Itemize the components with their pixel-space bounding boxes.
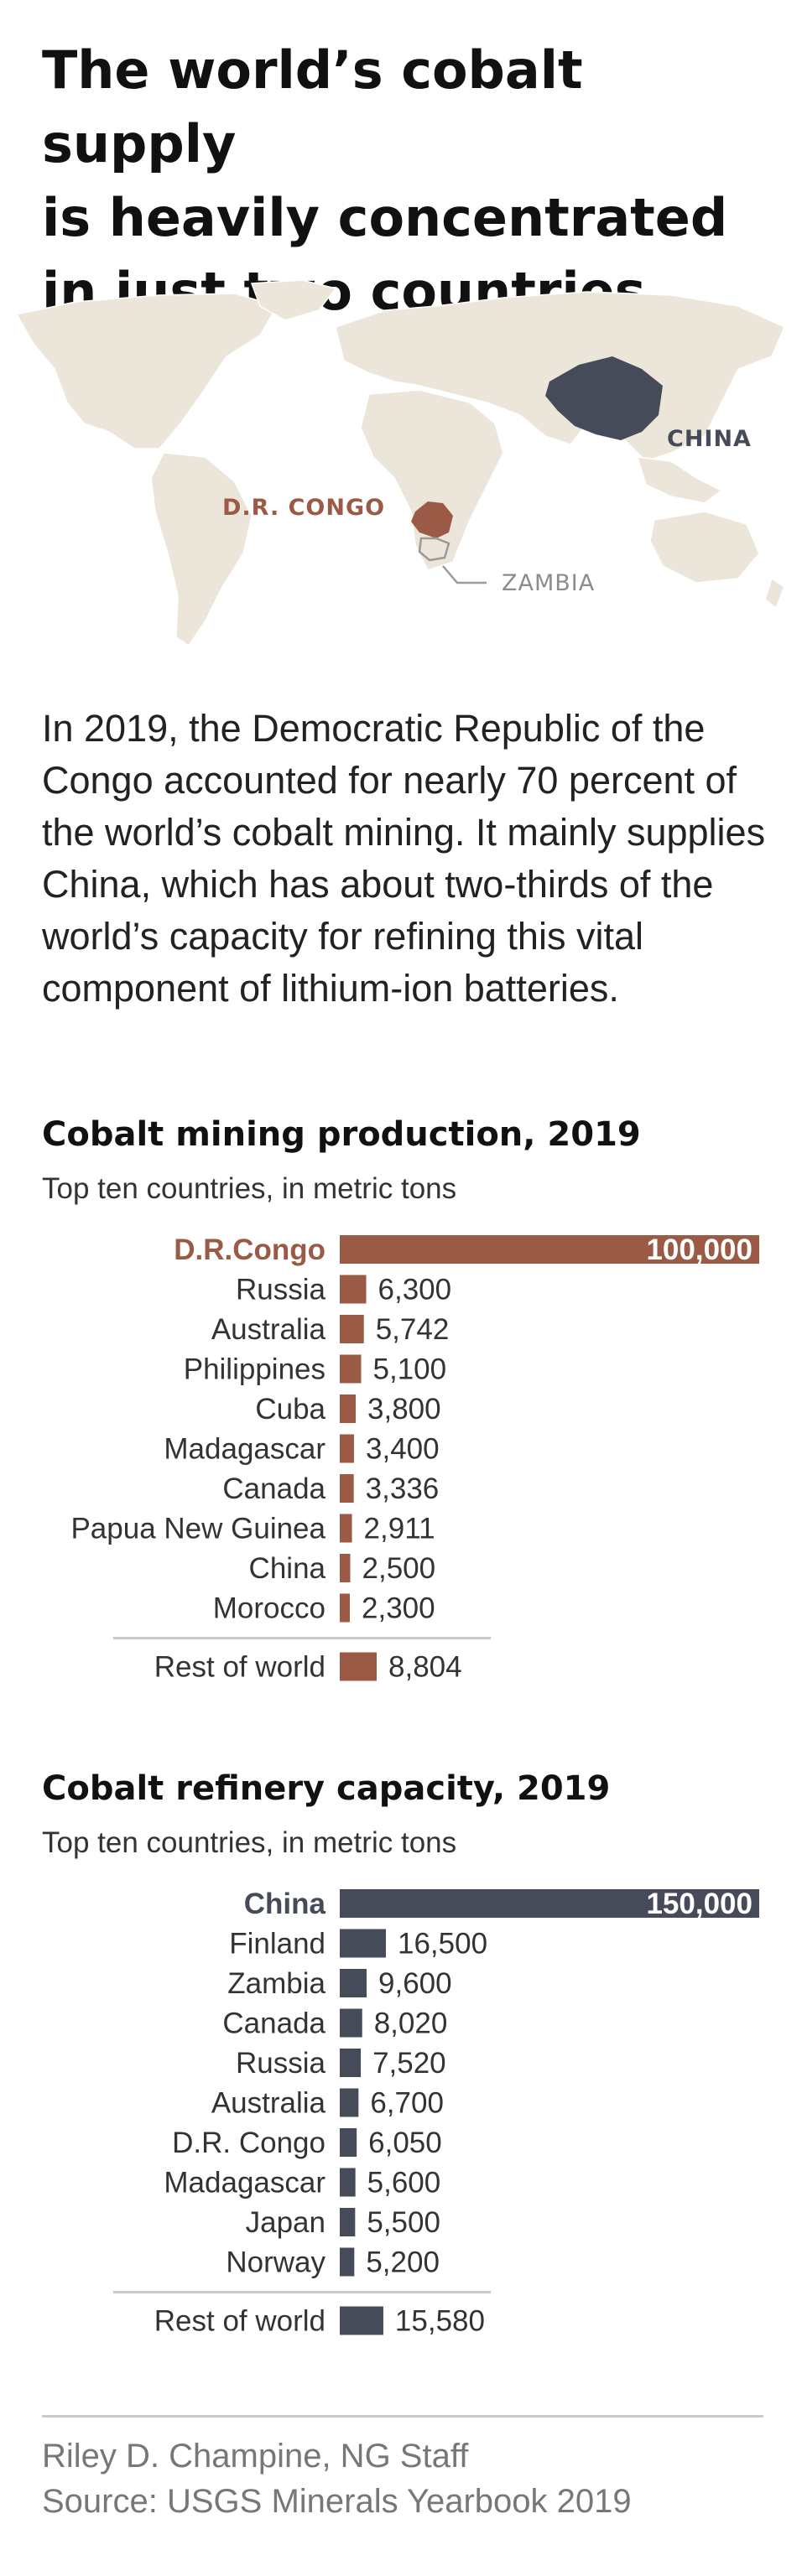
southeast-asia xyxy=(636,456,723,504)
refinery-bar xyxy=(340,2168,356,2197)
mining-bar xyxy=(340,1394,356,1423)
mining-rest-value-label: 8,804 xyxy=(388,1651,462,1684)
mining-bar xyxy=(340,1593,350,1623)
refinery-bar xyxy=(340,1889,759,1918)
refinery-bar xyxy=(340,2049,362,2077)
south-america xyxy=(150,452,253,647)
map-label-china: CHINA xyxy=(667,426,752,452)
intro-paragraph: In 2019, the Democratic Republic of the … xyxy=(42,707,766,1010)
refinery-value-label: 5,500 xyxy=(367,2206,440,2239)
mining-category-label: Papua New Guinea xyxy=(70,1513,325,1545)
mining-section-title: Cobalt mining production, 2019 xyxy=(42,1115,641,1154)
mining-bar xyxy=(340,1554,351,1582)
refinery-value-label: 8,020 xyxy=(374,2007,448,2040)
china-shape xyxy=(545,356,663,440)
map-label-congo: D.R. CONGO xyxy=(222,495,386,521)
australia xyxy=(649,511,760,584)
congo-shape xyxy=(411,501,453,538)
mining-value-label: 5,100 xyxy=(373,1353,447,1386)
refinery-value-label: 6,700 xyxy=(370,2087,444,2120)
refinery-value-label: 150,000 xyxy=(646,1888,753,1920)
refinery-value-label: 9,600 xyxy=(378,1967,452,2000)
refinery-value-label: 7,520 xyxy=(372,2047,446,2080)
refinery-bar xyxy=(340,2008,362,2038)
refinery-category-label: China xyxy=(244,1888,326,1920)
refinery-bar xyxy=(340,2247,355,2277)
refinery-value-label: 5,600 xyxy=(367,2167,441,2199)
refinery-category-label: Zambia xyxy=(227,1967,325,2000)
mining-category-label: Morocco xyxy=(213,1592,325,1625)
africa xyxy=(360,389,504,571)
mining-bar xyxy=(340,1315,364,1343)
mining-category-label: Canada xyxy=(222,1472,325,1505)
new-zealand xyxy=(764,577,785,610)
north-america xyxy=(15,293,279,449)
mining-value-label: 3,800 xyxy=(367,1393,441,1426)
mining-value-label: 2,300 xyxy=(362,1592,435,1625)
refinery-section-subtitle: Top ten countries, in metric tons xyxy=(42,1826,457,1859)
mining-bar xyxy=(340,1514,352,1543)
mining-section-subtitle: Top ten countries, in metric tons xyxy=(42,1172,457,1205)
mining-bar xyxy=(340,1434,354,1463)
refinery-category-label: Finland xyxy=(229,1928,325,1961)
mining-category-label: Cuba xyxy=(255,1393,325,1426)
refinery-bar-chart: China 150,000 Finland 16,500 Zambia 9,600 Cana… xyxy=(113,1888,759,2338)
mining-category-label: Madagascar xyxy=(164,1433,325,1466)
mining-value-label: 3,336 xyxy=(366,1472,440,1505)
mining-bar xyxy=(340,1474,354,1503)
refinery-bar xyxy=(340,1929,386,1958)
map-label-zambia: ZAMBIA xyxy=(502,570,596,596)
zambia-leader-line xyxy=(442,565,487,584)
mining-bar xyxy=(340,1275,367,1304)
refinery-value-label: 5,200 xyxy=(366,2246,440,2279)
refinery-rest-bar xyxy=(340,2306,383,2335)
mining-value-label: 6,300 xyxy=(378,1274,452,1306)
mining-bar xyxy=(340,1354,362,1384)
mining-rest-label: Rest of world xyxy=(154,1651,325,1684)
refinery-category-label: Norway xyxy=(226,2246,325,2279)
mining-category-label: D.R.Congo xyxy=(174,1233,325,1266)
refinery-category-label: D.R. Congo xyxy=(172,2127,325,2159)
mining-category-label: Australia xyxy=(211,1313,326,1346)
mining-bar xyxy=(340,1235,759,1264)
refinery-section-title: Cobalt refinery capacity, 2019 xyxy=(42,1769,611,1808)
mining-value-label: 5,742 xyxy=(376,1313,450,1346)
refinery-category-label: Canada xyxy=(222,2007,325,2040)
refinery-rest-value-label: 15,580 xyxy=(395,2305,485,2338)
credit-author: Riley D. Champine, NG Staff xyxy=(42,2438,469,2475)
refinery-value-label: 16,500 xyxy=(398,1928,487,1961)
world-map-svg xyxy=(15,279,785,647)
mining-category-label: Russia xyxy=(236,1274,326,1306)
refinery-category-label: Japan xyxy=(246,2206,325,2239)
zambia-shape xyxy=(418,537,450,562)
greenland xyxy=(250,279,337,321)
footer-divider xyxy=(42,2415,763,2418)
mining-bar-chart: D.R.Congo 100,000 Russia 6,300 Australia 5,74… xyxy=(70,1233,759,1684)
refinery-value-label: 6,050 xyxy=(368,2127,442,2159)
refinery-bar xyxy=(340,1969,367,1997)
mining-value-label: 2,911 xyxy=(364,1513,435,1545)
refinery-category-label: Australia xyxy=(211,2087,326,2120)
mining-value-label: 2,500 xyxy=(362,1552,436,1585)
refinery-category-label: Russia xyxy=(236,2047,326,2080)
continents xyxy=(15,279,785,647)
world-map: D.R. CONGO CHINA ZAMBIA xyxy=(0,277,802,679)
mining-value-label: 3,400 xyxy=(366,1433,440,1466)
refinery-bar xyxy=(340,2088,359,2117)
mining-value-label: 100,000 xyxy=(646,1233,753,1266)
refinery-bar xyxy=(340,2208,356,2236)
refinery-category-label: Madagascar xyxy=(164,2167,325,2199)
mining-category-label: Philippines xyxy=(184,1353,325,1386)
mining-rest-bar xyxy=(340,1652,378,1681)
credit-source: Source: USGS Minerals Yearbook 2019 xyxy=(42,2483,632,2520)
refinery-bar xyxy=(340,2128,357,2157)
refinery-rest-label: Rest of world xyxy=(154,2305,325,2338)
mining-category-label: China xyxy=(249,1552,326,1585)
